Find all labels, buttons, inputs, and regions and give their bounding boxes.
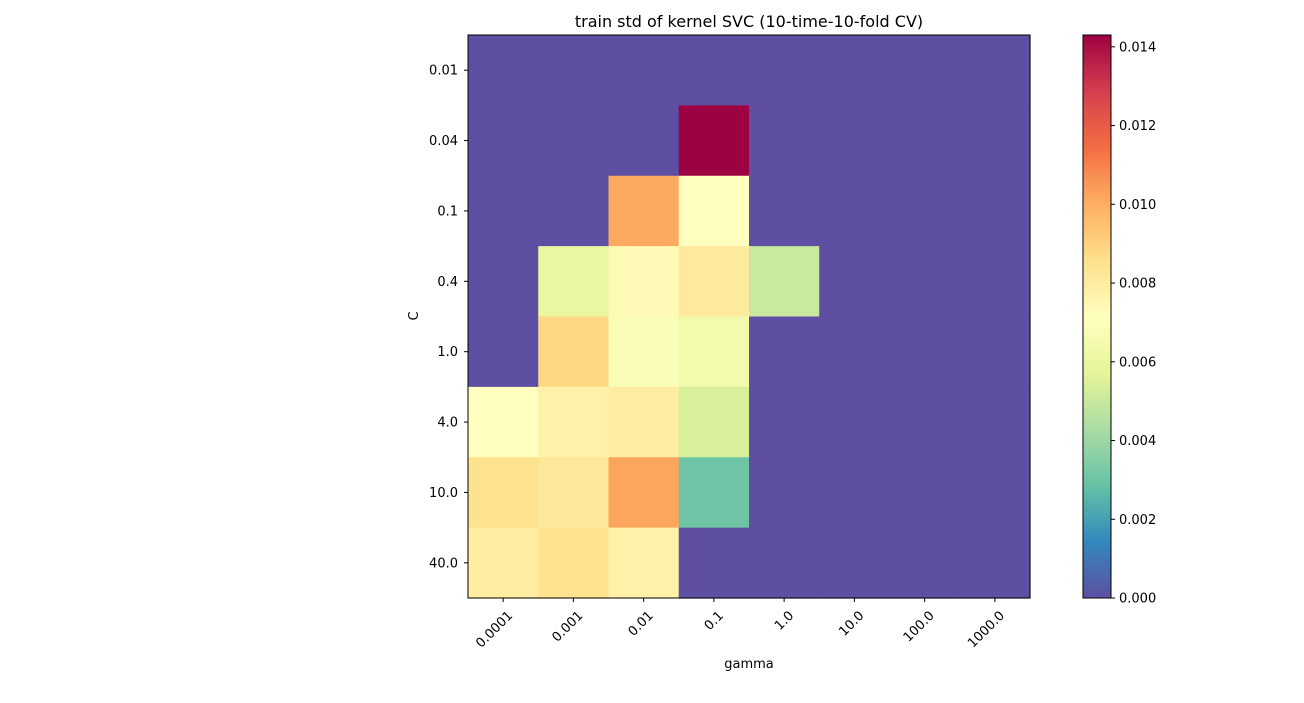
heatmap-cell [468, 457, 539, 529]
colorbar-tick-label: 0.012 [1119, 119, 1156, 134]
heatmap-cell [819, 175, 891, 247]
heatmap-cells [468, 35, 1031, 599]
heatmap-cell [819, 35, 891, 106]
y-axis-label: C [407, 311, 422, 320]
colorbar-tick-label: 0.010 [1119, 198, 1156, 213]
heatmap-cell [889, 386, 961, 458]
colorbar-ticks: 0.000 0.002 0.004 0.006 0.008 0.010 0.012 0.014 [1111, 40, 1156, 607]
heatmap-cell [538, 457, 610, 529]
heatmap-cell [678, 316, 750, 388]
heatmap-cell [959, 457, 1031, 529]
heatmap-cell [889, 457, 961, 529]
heatmap-cell [678, 386, 750, 458]
y-tick-label: 0.04 [429, 134, 458, 149]
heatmap-cell [889, 35, 961, 106]
heatmap-cell [678, 246, 750, 318]
colorbar [1082, 34, 1112, 599]
y-tick-label: 0.01 [429, 64, 458, 79]
heatmap-cell [749, 35, 820, 106]
heatmap-cell [678, 105, 750, 177]
colorbar-tick-label: 0.000 [1119, 592, 1156, 607]
heatmap-cell [468, 175, 539, 247]
heatmap-cell [468, 527, 539, 599]
x-tick-label: 1000.0 [965, 608, 1008, 651]
colorbar-tick-label: 0.004 [1119, 434, 1156, 449]
heatmap-cell [468, 35, 539, 106]
heatmap-cell [538, 316, 610, 388]
heatmap-cell [889, 246, 961, 318]
heatmap-cell [819, 105, 891, 177]
heatmap-cell [889, 527, 961, 599]
heatmap-cell [678, 527, 750, 599]
chart-title: train std of kernel SVC (10-time-10-fold… [575, 12, 923, 31]
heatmap-cell [468, 386, 539, 458]
heatmap-cell [678, 457, 750, 529]
heatmap-cell [608, 246, 680, 318]
heatmap-cell [749, 246, 820, 318]
heatmap-cell [749, 316, 820, 388]
heatmap-cell [889, 105, 961, 177]
heatmap-cell [889, 175, 961, 247]
heatmap-cell [749, 105, 820, 177]
plot-frame [467, 34, 1031, 599]
heatmap-cell [538, 246, 610, 318]
y-tick-label: 10.0 [429, 486, 458, 501]
heatmap-cell [959, 246, 1031, 318]
heatmap-cell [608, 175, 680, 247]
x-axis-label: gamma [724, 657, 774, 672]
heatmap-cell [749, 457, 820, 529]
heatmap-cell [749, 527, 820, 599]
heatmap-cell [538, 105, 610, 177]
heatmap-cell [608, 35, 680, 106]
heatmap-cell [608, 316, 680, 388]
heatmap-cell [959, 175, 1031, 247]
heatmap-cell [959, 386, 1031, 458]
heatmap-cell [538, 35, 610, 106]
x-tick-label: 10.0 [836, 608, 867, 639]
heatmap-cell [889, 316, 961, 388]
y-tick-label: 40.0 [429, 556, 458, 571]
x-tick-label: 100.0 [901, 608, 938, 645]
y-axis-ticks: 0.01 0.04 0.1 0.4 1.0 4.0 10.0 40.0 [429, 64, 468, 571]
heatmap-cell [468, 316, 539, 388]
x-axis-ticks: 0.0001 0.001 0.01 0.1 1.0 10.0 100.0 1000.0 [473, 598, 1008, 651]
heatmap-cell [608, 386, 680, 458]
colorbar-tick-label: 0.006 [1119, 355, 1156, 370]
heatmap-cell [959, 35, 1031, 106]
heatmap-cell [468, 246, 539, 318]
colorbar-tick-label: 0.008 [1119, 277, 1156, 292]
heatmap-cell [749, 175, 820, 247]
colorbar-tick-label: 0.002 [1119, 513, 1156, 528]
heatmap-cell [819, 386, 891, 458]
heatmap-cell [678, 175, 750, 247]
x-tick-label: 0.1 [702, 608, 727, 633]
y-tick-label: 0.1 [437, 204, 458, 219]
x-tick-label: 0.001 [549, 608, 586, 645]
heatmap-cell [538, 386, 610, 458]
heatmap-cell [608, 105, 680, 177]
heatmap-cell [819, 457, 891, 529]
colorbar-tick-label: 0.014 [1119, 40, 1156, 55]
heatmap-cell [959, 105, 1031, 177]
heatmap-cell [959, 527, 1031, 599]
x-tick-label: 0.0001 [473, 608, 516, 651]
heatmap-cell [468, 105, 539, 177]
x-tick-label: 1.0 [772, 608, 797, 633]
heatmap-cell [608, 527, 680, 599]
y-tick-label: 4.0 [437, 416, 458, 431]
y-tick-label: 0.4 [437, 275, 458, 290]
y-tick-label: 1.0 [437, 345, 458, 360]
heatmap-cell [819, 246, 891, 318]
heatmap-cell [538, 527, 610, 599]
heatmap-cell [959, 316, 1031, 388]
heatmap-cell [749, 386, 820, 458]
heatmap-cell [538, 175, 610, 247]
heatmap-cell [608, 457, 680, 529]
heatmap-cell [819, 316, 891, 388]
x-tick-label: 0.01 [626, 608, 657, 639]
heatmap-cell [678, 35, 750, 106]
heatmap-cell [819, 527, 891, 599]
